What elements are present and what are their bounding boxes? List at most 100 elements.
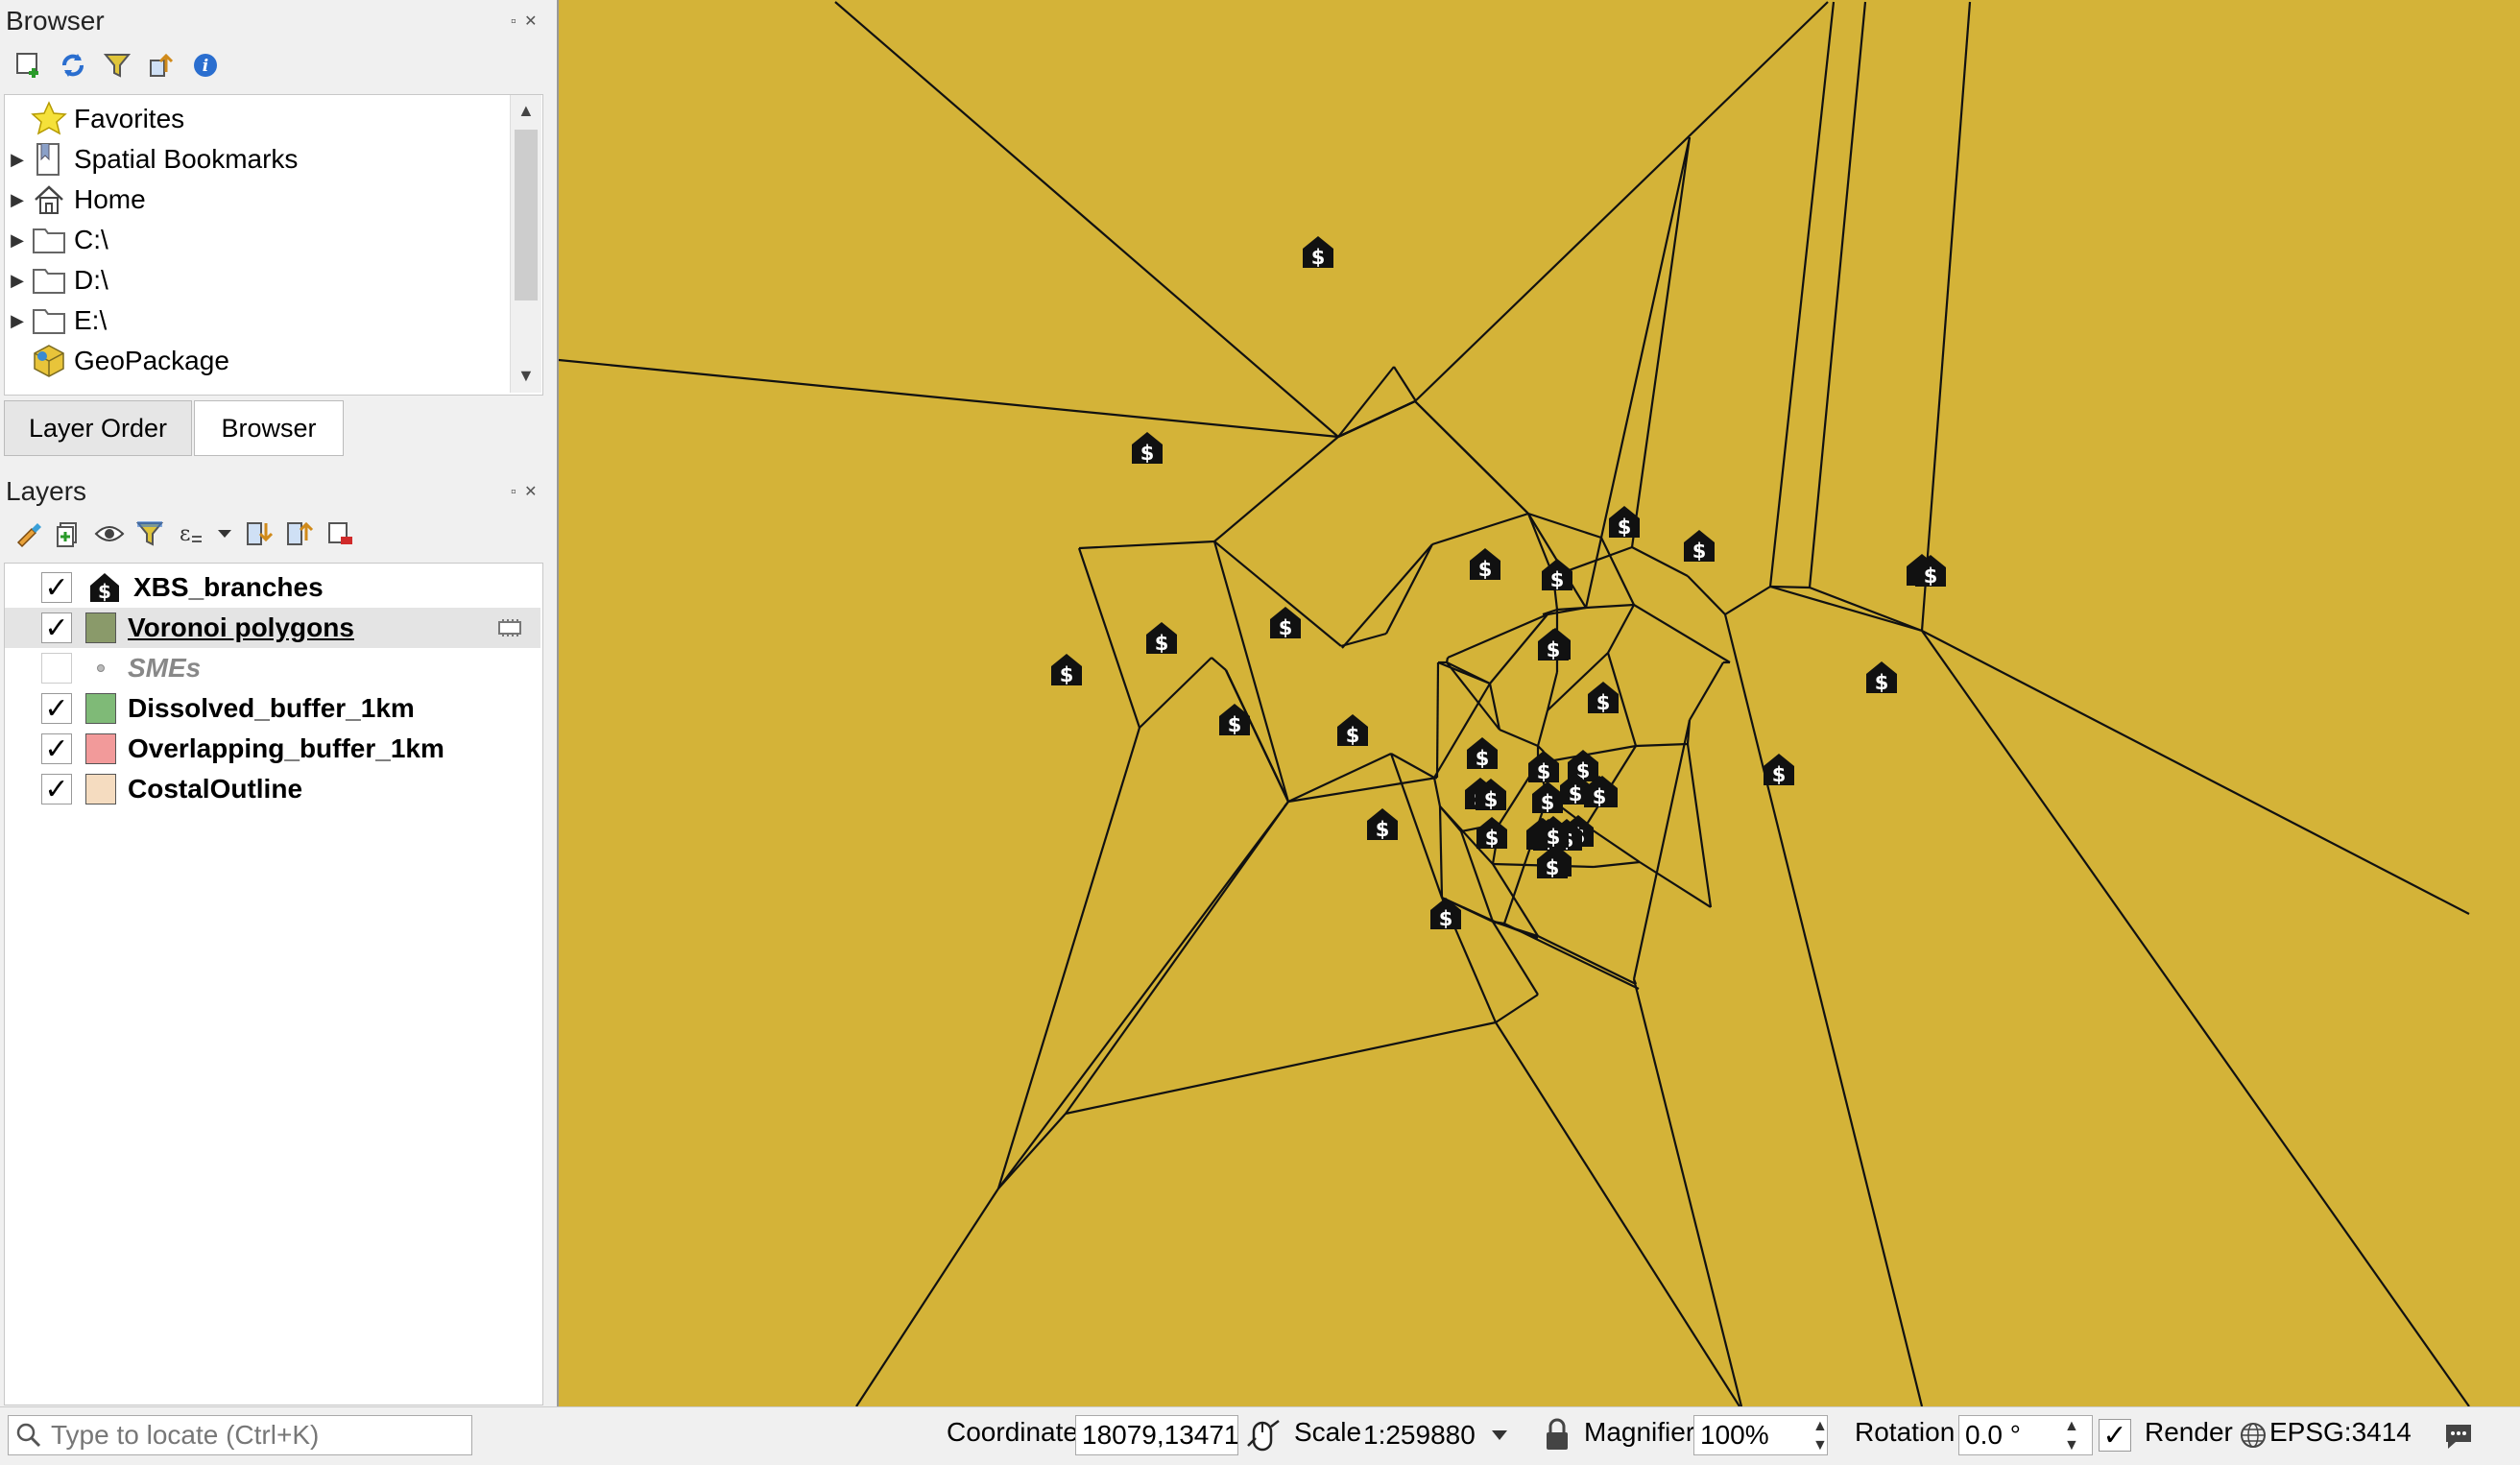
bank-house-icon[interactable]: $ [1537, 847, 1568, 879]
bank-house-icon[interactable]: $ [1764, 754, 1794, 786]
browser-item-spatial-bookmarks[interactable]: ▶ Spatial Bookmarks [5, 139, 298, 180]
refresh-icon[interactable] [58, 50, 88, 81]
browser-item-favorites[interactable]: Favorites [5, 99, 184, 139]
collapse-icon[interactable] [146, 50, 177, 81]
dropdown-icon[interactable] [215, 518, 234, 549]
voronoi-edge [834, 1, 1339, 438]
scroll-down-icon[interactable]: ▼ [517, 366, 535, 385]
rotation-stepper-icon[interactable]: ▲ ▼ [2064, 1418, 2079, 1453]
bank-house-icon[interactable]: $ [1538, 629, 1569, 661]
expand-arrow[interactable]: ▶ [11, 149, 24, 169]
browser-item-drive-e[interactable]: ▶ E:\ [5, 300, 107, 341]
lock-icon[interactable] [1542, 1417, 1572, 1460]
layer-visibility-checkbox[interactable]: ✓ [41, 612, 72, 644]
geopackage-icon [30, 342, 68, 380]
expand-arrow[interactable]: ▶ [11, 229, 24, 250]
layer-visibility-checkbox[interactable]: ✓ [41, 774, 72, 805]
magnifier-stepper-icon[interactable]: ▲ ▼ [1812, 1418, 1828, 1453]
globe-icon[interactable] [2239, 1421, 2268, 1456]
voronoi-edge [1337, 366, 1395, 438]
bank-house-icon[interactable]: $ [1367, 808, 1398, 841]
browser-item-drive-c[interactable]: ▶ C:\ [5, 220, 108, 260]
style-icon[interactable] [13, 518, 44, 549]
bank-house-icon[interactable]: $ [1560, 773, 1591, 805]
magnifier-spinbox[interactable]: 100% [1693, 1415, 1828, 1455]
filter-icon[interactable] [134, 518, 165, 549]
bank-house-icon[interactable]: $ [1270, 607, 1301, 639]
layer-smes[interactable]: SMEs [5, 648, 201, 688]
bank-house-icon[interactable]: $ [1584, 776, 1615, 808]
bank-house-icon[interactable]: $ [1542, 559, 1572, 591]
scroll-up-icon[interactable]: ▲ [517, 101, 535, 120]
browser-scrollbar[interactable]: ▲ ▼ [510, 95, 541, 393]
svg-text:$: $ [1618, 516, 1632, 539]
voronoi-edge [1585, 603, 1635, 610]
bank-house-icon[interactable]: $ [1467, 737, 1498, 770]
expand-arrow[interactable]: ▶ [11, 270, 24, 290]
voronoi-map[interactable]: $$$$$$$$$$$$$$$$$$$$$$$$$$$$$$$$$$$$$$$ [559, 0, 2520, 1406]
eye-icon[interactable] [94, 518, 125, 549]
bank-house-icon[interactable]: $ [1470, 548, 1500, 581]
render-checkbox[interactable]: ✓ [2099, 1419, 2131, 1452]
bank-house-icon[interactable]: $ [1866, 661, 1897, 694]
tab-layer-order[interactable]: Layer Order [4, 400, 192, 456]
bank-house-icon[interactable]: $ [1538, 816, 1569, 849]
bank-house-icon[interactable]: $ [1132, 432, 1163, 465]
add-layer-icon[interactable] [13, 50, 44, 81]
info-icon[interactable]: i [190, 50, 221, 81]
layer-voronoi-polygons[interactable]: ✓ Voronoi polygons [5, 608, 540, 648]
rotation-spinbox[interactable]: 0.0 ° [1958, 1415, 2093, 1455]
bank-house-icon[interactable]: $ [1609, 506, 1640, 539]
coordinate-field[interactable]: 18079,13471 [1075, 1415, 1239, 1455]
messages-icon[interactable] [2442, 1421, 2475, 1458]
bank-house-icon[interactable]: $ [1588, 682, 1619, 714]
layer-xbs-branches[interactable]: ✓ $ XBS_branches [5, 567, 324, 608]
mouse-toggle-icon[interactable] [1244, 1417, 1283, 1462]
bank-house-icon[interactable]: $ [1303, 236, 1333, 269]
bank-house-icon[interactable]: $ [1430, 898, 1461, 930]
browser-dock-controls[interactable]: ▫ ✕ [511, 13, 540, 30]
bank-house-icon[interactable]: $ [1337, 714, 1368, 747]
bank-house-icon[interactable]: $ [1146, 622, 1177, 655]
scale-combobox[interactable]: 1:259880 [1357, 1415, 1523, 1455]
bank-house-icon[interactable]: $ [1915, 555, 1946, 588]
browser-item-drive-d[interactable]: ▶ D:\ [5, 260, 108, 300]
add-group-icon[interactable] [54, 518, 84, 549]
voronoi-edge [1808, 1, 1867, 588]
expand-icon[interactable] [244, 518, 275, 549]
voronoi-edge [997, 1113, 1067, 1189]
browser-item-home[interactable]: ▶ Home [5, 180, 146, 220]
bank-house-icon[interactable]: $ [1219, 704, 1250, 736]
map-canvas[interactable]: $$$$$$$$$$$$$$$$$$$$$$$$$$$$$$$$$$$$$$$ [557, 0, 2520, 1406]
layers-dock-controls[interactable]: ▫ ✕ [511, 484, 540, 500]
layer-visibility-checkbox[interactable] [41, 653, 72, 684]
layer-visibility-checkbox[interactable]: ✓ [41, 572, 72, 604]
voronoi-edge [1447, 612, 1548, 660]
filter-icon[interactable] [102, 50, 132, 81]
remove-layer-icon[interactable] [324, 518, 355, 549]
bank-house-icon[interactable]: $ [1476, 779, 1506, 811]
bank-house-icon[interactable]: $ [1528, 751, 1559, 783]
collapse-icon[interactable] [284, 518, 315, 549]
layer-costal-outline[interactable]: ✓ CostalOutline [5, 769, 302, 809]
layer-overlapping-buffer[interactable]: ✓ Overlapping_buffer_1km [5, 729, 444, 769]
layer-visibility-checkbox[interactable]: ✓ [41, 733, 72, 765]
memory-layer-icon[interactable] [496, 615, 523, 646]
bank-house-icon[interactable]: $ [1684, 530, 1715, 563]
chevron-down-icon[interactable] [1490, 1429, 1509, 1442]
bank-house-icon[interactable]: $ [1476, 817, 1507, 850]
crs-button[interactable]: EPSG:3414 [2269, 1417, 2412, 1447]
locate-search-input[interactable]: Type to locate (Ctrl+K) [8, 1415, 472, 1455]
scrollbar-thumb[interactable] [515, 130, 538, 300]
layer-visibility-checkbox[interactable]: ✓ [41, 693, 72, 725]
voronoi-edge [1630, 136, 1692, 548]
voronoi-edge [1439, 805, 1462, 832]
expand-arrow[interactable]: ▶ [11, 310, 24, 330]
layer-dissolved-buffer[interactable]: ✓ Dissolved_buffer_1km [5, 688, 415, 729]
bank-house-icon[interactable]: $ [1051, 654, 1082, 686]
tab-browser[interactable]: Browser [194, 400, 344, 456]
bank-house-icon[interactable]: $ [1532, 781, 1563, 814]
browser-item-geopackage[interactable]: GeoPackage [5, 341, 229, 381]
expand-arrow[interactable]: ▶ [11, 189, 24, 209]
expression-icon[interactable]: ε [175, 518, 205, 549]
